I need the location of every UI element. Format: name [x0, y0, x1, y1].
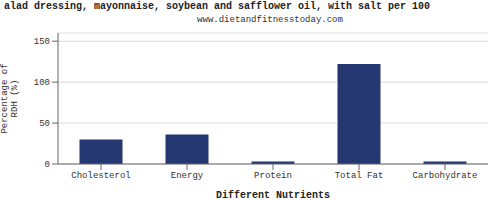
svg-text:Different Nutrients: Different Nutrients — [216, 190, 330, 200]
svg-text:100: 100 — [34, 78, 50, 88]
svg-text:Percentage ofRDH (%): Percentage ofRDH (%) — [8, 63, 20, 133]
svg-text:150: 150 — [34, 37, 50, 47]
svg-text:50: 50 — [39, 119, 50, 129]
svg-text:0: 0 — [45, 160, 50, 170]
svg-text:Total Fat: Total Fat — [335, 171, 384, 181]
html-text:alad dressing, mayonnaise, soy: alad dressing, mayonnaise, soybean and s… — [4, 1, 431, 12]
svg-text:Cholesterol: Cholesterol — [71, 171, 130, 181]
svg-text:Energy: Energy — [171, 171, 204, 181]
svg-text:Protein: Protein — [254, 171, 292, 181]
svg-text:Carbohydrate: Carbohydrate — [413, 171, 478, 181]
html-text:www.dietandfitnesstoday.com: www.dietandfitnesstoday.com — [197, 15, 343, 25]
